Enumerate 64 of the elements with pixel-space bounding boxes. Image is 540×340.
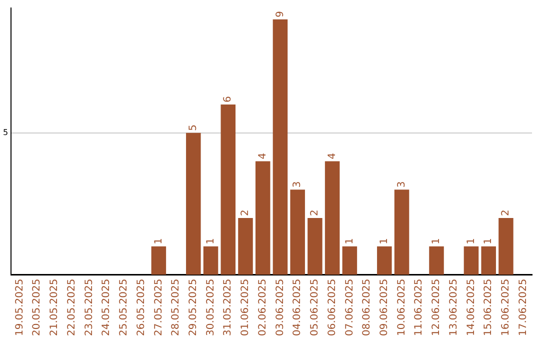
data-label: 2 xyxy=(500,210,512,216)
x-tick-label: 17.06.2025 xyxy=(518,278,529,336)
bar xyxy=(203,246,218,275)
bar xyxy=(151,246,166,275)
x-tick-label: 05.06.2025 xyxy=(310,278,321,336)
x-tick-label: 13.06.2025 xyxy=(448,278,460,336)
bar xyxy=(464,246,479,275)
x-tick-label: 03.06.2025 xyxy=(274,278,286,336)
data-label: 3 xyxy=(292,181,304,188)
bar xyxy=(429,246,444,275)
bar xyxy=(238,218,253,275)
x-tick-label: 04.06.2025 xyxy=(292,278,304,336)
bar xyxy=(377,246,392,275)
bar xyxy=(272,19,288,275)
x-tick-label: 26.05.2025 xyxy=(136,278,147,336)
data-label: 9 xyxy=(274,10,286,18)
data-label: 1 xyxy=(466,238,477,244)
data-label: 1 xyxy=(483,238,494,244)
bar xyxy=(220,104,236,275)
x-tick-label: 10.06.2025 xyxy=(396,278,408,336)
x-tick-label: 29.05.2025 xyxy=(188,278,199,336)
data-label: 1 xyxy=(344,238,356,244)
x-tick-label: 28.05.2025 xyxy=(170,278,182,336)
data-label: 1 xyxy=(431,238,442,244)
data-label: 2 xyxy=(240,210,252,216)
x-tick-label: 16.06.2025 xyxy=(500,278,512,336)
bar xyxy=(324,161,340,275)
data-label: 4 xyxy=(257,152,268,160)
data-label: 6 xyxy=(222,96,234,102)
x-tick-label: 31.05.2025 xyxy=(222,278,234,336)
data-label: 1 xyxy=(379,238,390,244)
data-label: 3 xyxy=(396,181,408,188)
bar xyxy=(394,190,410,275)
bar xyxy=(308,218,322,275)
x-tick-label: 21.05.2025 xyxy=(49,278,60,336)
x-tick-label: 25.05.2025 xyxy=(118,278,130,336)
bar xyxy=(481,246,496,275)
x-tick-label: 09.06.2025 xyxy=(379,278,390,336)
x-tick-label: 23.05.2025 xyxy=(84,278,95,336)
bar xyxy=(342,246,358,275)
x-tick-label: 20.05.2025 xyxy=(32,278,43,336)
x-tick-label: 12.06.2025 xyxy=(431,278,442,336)
x-tick-label: 27.05.2025 xyxy=(153,278,164,336)
x-tick-label: 11.06.2025 xyxy=(414,278,425,336)
bar xyxy=(186,132,201,275)
bar xyxy=(498,218,514,275)
x-tick-label: 24.05.2025 xyxy=(101,278,112,336)
x-tick-label: 02.06.2025 xyxy=(257,278,268,336)
x-tick-label: 07.06.2025 xyxy=(344,278,356,336)
data-label: 5 xyxy=(188,124,199,131)
data-label: 4 xyxy=(326,152,338,160)
x-tick-label: 22.05.2025 xyxy=(66,278,78,336)
x-tick-label: 08.06.2025 xyxy=(362,278,373,336)
data-label: 1 xyxy=(205,238,216,244)
x-tick-label: 14.06.2025 xyxy=(466,278,477,336)
x-tick-label: 30.05.2025 xyxy=(205,278,216,336)
data-label: 2 xyxy=(310,210,321,216)
data-label: 1 xyxy=(153,238,164,244)
x-tick-label: 06.06.2025 xyxy=(326,278,338,336)
x-tick-label: 15.06.2025 xyxy=(483,278,494,336)
x-tick-label: 19.05.2025 xyxy=(14,278,26,336)
bar xyxy=(255,161,270,275)
bar xyxy=(290,190,305,275)
x-tick-label: 01.06.2025 xyxy=(240,278,252,336)
